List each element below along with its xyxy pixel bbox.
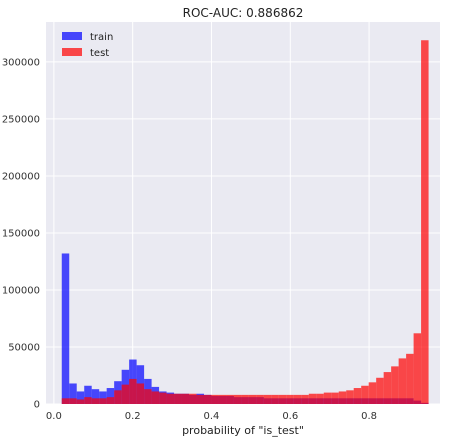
histogram-bars xyxy=(61,40,429,404)
test-bar xyxy=(159,392,167,404)
chart-title: ROC-AUC: 0.886862 xyxy=(183,6,304,20)
test-bar xyxy=(383,372,392,404)
legend-swatch-train xyxy=(62,32,82,40)
test-bar xyxy=(308,393,317,404)
test-bar xyxy=(136,383,145,404)
train-bar xyxy=(106,388,115,404)
y-tick-label: 0 xyxy=(34,400,40,411)
test-bar xyxy=(144,389,152,404)
y-tick-label: 200000 xyxy=(2,171,40,182)
test-bar xyxy=(323,392,332,404)
x-tick-label: 0.4 xyxy=(204,411,220,422)
legend-label-test: test xyxy=(90,48,109,59)
test-bar xyxy=(151,391,160,404)
x-tick-label: 0.2 xyxy=(125,411,141,422)
x-tick-label: 0.8 xyxy=(361,411,377,422)
test-bar xyxy=(421,40,429,404)
test-bar xyxy=(196,394,204,404)
test-bar xyxy=(286,394,294,404)
test-bar xyxy=(406,353,414,404)
test-bar xyxy=(391,366,399,404)
train-bar xyxy=(69,383,77,404)
train-bar xyxy=(91,389,100,404)
test-bar xyxy=(99,398,107,404)
test-bar xyxy=(263,394,272,404)
test-bar xyxy=(218,394,227,404)
y-tick-label: 300000 xyxy=(2,57,40,68)
test-bar xyxy=(361,385,369,404)
test-bar xyxy=(346,390,354,404)
test-bar xyxy=(278,394,287,404)
series-test xyxy=(61,40,429,404)
test-bar xyxy=(174,393,182,404)
y-axis-ticks: 0 50000 100000 150000 200000 250000 300000 xyxy=(2,57,40,410)
test-bar xyxy=(226,394,234,404)
test-bar xyxy=(84,397,92,404)
test-bar xyxy=(233,394,242,404)
test-bar xyxy=(271,394,279,404)
y-tick-label: 50000 xyxy=(8,342,40,353)
test-bar xyxy=(69,398,77,404)
test-bar xyxy=(301,394,309,404)
train-bar xyxy=(76,391,85,404)
test-bar xyxy=(331,392,339,404)
plot-area xyxy=(46,22,440,404)
x-tick-label: 0.0 xyxy=(46,411,62,422)
y-tick-label: 150000 xyxy=(2,228,40,239)
x-axis-title: probability of "is_test" xyxy=(182,424,304,437)
test-bar xyxy=(121,384,130,404)
y-tick-label: 100000 xyxy=(2,285,40,296)
test-bar xyxy=(166,393,175,404)
legend-swatch-test xyxy=(62,48,82,56)
test-bar xyxy=(241,394,249,404)
test-bar xyxy=(398,358,407,404)
test-bar xyxy=(293,394,302,404)
test-bar xyxy=(129,378,137,404)
test-bar xyxy=(189,393,197,404)
test-bar xyxy=(353,388,362,404)
test-bar xyxy=(181,393,190,404)
test-bar xyxy=(376,377,384,404)
test-bar xyxy=(338,391,347,404)
train-bar xyxy=(84,385,92,404)
legend: train test xyxy=(62,32,113,59)
test-bar xyxy=(368,382,377,404)
x-tick-label: 0.6 xyxy=(282,411,298,422)
test-bar xyxy=(413,333,422,404)
test-bar xyxy=(256,394,264,404)
test-bar xyxy=(76,399,85,404)
test-bar xyxy=(61,398,70,404)
test-bar xyxy=(316,393,324,404)
train-bar xyxy=(99,391,107,404)
x-axis-ticks: 0.0 0.2 0.4 0.6 0.8 xyxy=(46,411,377,422)
test-bar xyxy=(106,397,115,404)
test-bar xyxy=(91,398,100,404)
y-tick-label: 250000 xyxy=(2,114,40,125)
test-bar xyxy=(203,394,212,404)
test-bar xyxy=(114,390,122,404)
legend-label-train: train xyxy=(90,32,113,43)
train-bar xyxy=(61,253,70,404)
test-bar xyxy=(211,394,219,404)
test-bar xyxy=(248,394,257,404)
